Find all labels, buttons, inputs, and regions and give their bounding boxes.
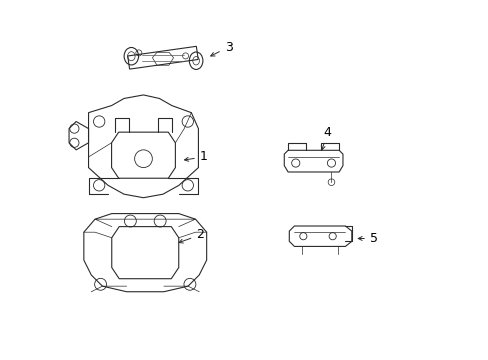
Text: 4: 4 [321,126,331,150]
Text: 2: 2 [179,229,203,243]
Text: 5: 5 [358,232,377,245]
Text: 3: 3 [210,41,232,56]
Text: 1: 1 [184,150,207,163]
